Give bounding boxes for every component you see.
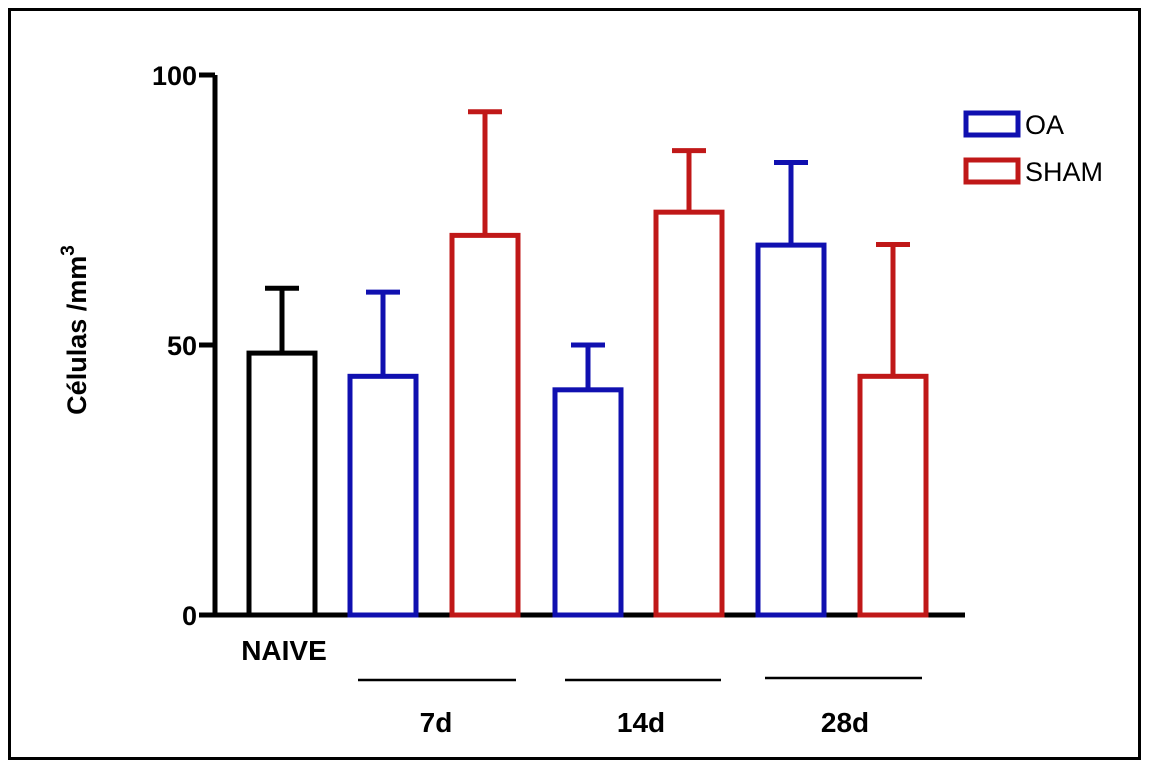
- y-tick-label: 0: [182, 601, 197, 631]
- bar: [246, 350, 318, 618]
- y-tick-label: 100: [152, 61, 197, 91]
- y-tick-label: 50: [167, 331, 197, 361]
- legend-label: SHAM: [1025, 157, 1103, 187]
- x-category-label: 14d: [617, 707, 665, 738]
- bar: [857, 373, 929, 618]
- bar: [347, 373, 419, 618]
- x-category-label: NAIVE: [241, 635, 327, 666]
- bar: [449, 232, 521, 618]
- y-axis-label: Células /mm3: [58, 245, 92, 415]
- x-category-label: 28d: [821, 707, 869, 738]
- chart-frame: [8, 8, 1141, 760]
- bar: [552, 387, 624, 618]
- x-category-label: 7d: [420, 707, 453, 738]
- legend-swatch: [963, 110, 1021, 138]
- bar: [755, 242, 827, 618]
- legend-label: OA: [1025, 110, 1064, 140]
- bar: [653, 209, 725, 618]
- legend-swatch: [963, 157, 1021, 185]
